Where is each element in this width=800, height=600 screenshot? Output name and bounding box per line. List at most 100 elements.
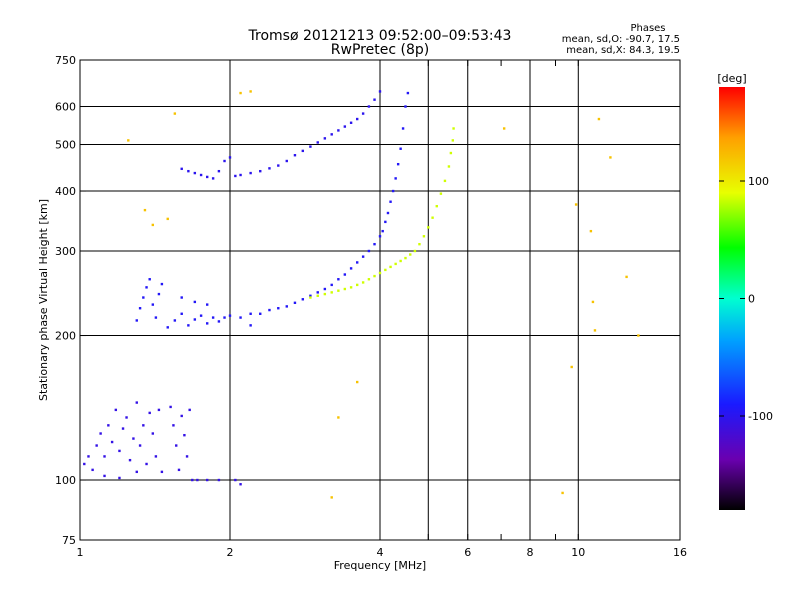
data-point: [401, 127, 405, 130]
data-point: [349, 286, 353, 289]
data-point: [166, 326, 169, 329]
data-point: [160, 470, 164, 474]
data-point: [406, 91, 410, 95]
data-point: [367, 105, 371, 108]
data-point: [381, 229, 384, 233]
data-point: [330, 283, 333, 287]
data-point: [193, 300, 197, 304]
data-point: [234, 174, 237, 178]
data-point: [591, 300, 595, 304]
data-point: [160, 282, 164, 286]
data-point: [148, 278, 151, 281]
data-point: [447, 165, 451, 168]
data-point: [239, 91, 242, 95]
x-tick-label: 6: [464, 546, 471, 559]
data-point: [409, 253, 412, 256]
data-point: [217, 320, 221, 323]
data-point: [367, 278, 371, 281]
data-point: [316, 141, 319, 144]
data-point: [118, 476, 121, 480]
data-point: [154, 316, 158, 319]
data-point: [323, 137, 327, 140]
data-point: [361, 281, 365, 284]
y-tick-label: 600: [55, 101, 76, 114]
data-point: [337, 278, 340, 281]
data-point: [87, 455, 90, 458]
data-point: [337, 289, 340, 292]
data-point: [199, 173, 203, 177]
data-point: [439, 192, 443, 195]
x-tick-label: 8: [527, 546, 534, 559]
data-point: [361, 255, 365, 258]
data-point: [443, 179, 447, 183]
data-point: [268, 167, 271, 170]
data-point: [394, 177, 397, 180]
data-point: [570, 365, 573, 369]
y-tick-label: 750: [55, 54, 76, 67]
data-point: [118, 449, 121, 453]
data-point: [355, 283, 359, 287]
data-point: [316, 294, 319, 297]
data-point: [285, 305, 288, 308]
x-tick-label: 10: [571, 546, 585, 559]
data-point: [502, 127, 506, 130]
data-point: [169, 405, 172, 409]
data-point: [355, 380, 359, 384]
data-point: [188, 408, 191, 412]
data-point: [309, 294, 312, 297]
data-point: [175, 444, 178, 447]
data-point: [373, 274, 376, 278]
data-point: [205, 478, 209, 482]
data-point: [91, 468, 94, 472]
data-point: [95, 444, 98, 447]
data-point: [228, 314, 232, 317]
data-point: [211, 316, 215, 319]
data-point: [422, 235, 426, 238]
data-point: [349, 121, 353, 124]
colorbar-tick-label: -100: [748, 410, 773, 423]
data-point: [427, 226, 430, 229]
data-point: [343, 125, 347, 128]
x-tick-label: 4: [377, 546, 384, 559]
data-point: [384, 220, 387, 224]
data-point: [249, 324, 252, 327]
x-tick-label: 16: [673, 546, 687, 559]
data-point: [389, 265, 392, 269]
data-point: [404, 105, 407, 108]
data-point: [293, 154, 297, 157]
data-point: [103, 474, 106, 478]
data-point: [399, 147, 402, 150]
data-point: [223, 159, 226, 163]
data-point: [180, 167, 183, 171]
data-point: [154, 455, 158, 458]
data-point: [103, 455, 106, 458]
data-point: [593, 329, 597, 332]
data-point: [589, 229, 593, 233]
data-point: [394, 262, 397, 266]
data-point: [151, 432, 155, 435]
data-point: [323, 292, 327, 296]
data-point: [185, 455, 189, 458]
x-axis: 1 2 4 6 8 10 16: [77, 60, 687, 559]
data-point: [373, 98, 376, 101]
data-point: [151, 303, 155, 306]
data-point: [121, 427, 125, 430]
data-point: [373, 242, 376, 246]
data-point: [367, 249, 371, 253]
data-point: [107, 424, 110, 427]
data-point: [234, 478, 237, 482]
data-point: [110, 440, 114, 444]
data-point: [355, 117, 359, 121]
data-point: [309, 145, 312, 148]
data-point: [125, 416, 128, 419]
data-point: [609, 156, 612, 159]
data-point: [173, 319, 177, 322]
chart-subtitle: RwPretec (8p): [331, 42, 429, 58]
data-point: [239, 173, 242, 177]
data-point: [316, 291, 319, 294]
data-point: [157, 408, 161, 412]
data-point: [228, 156, 232, 159]
data-point: [337, 416, 340, 419]
colorbar-ticks: 100 0 -100: [719, 175, 773, 423]
